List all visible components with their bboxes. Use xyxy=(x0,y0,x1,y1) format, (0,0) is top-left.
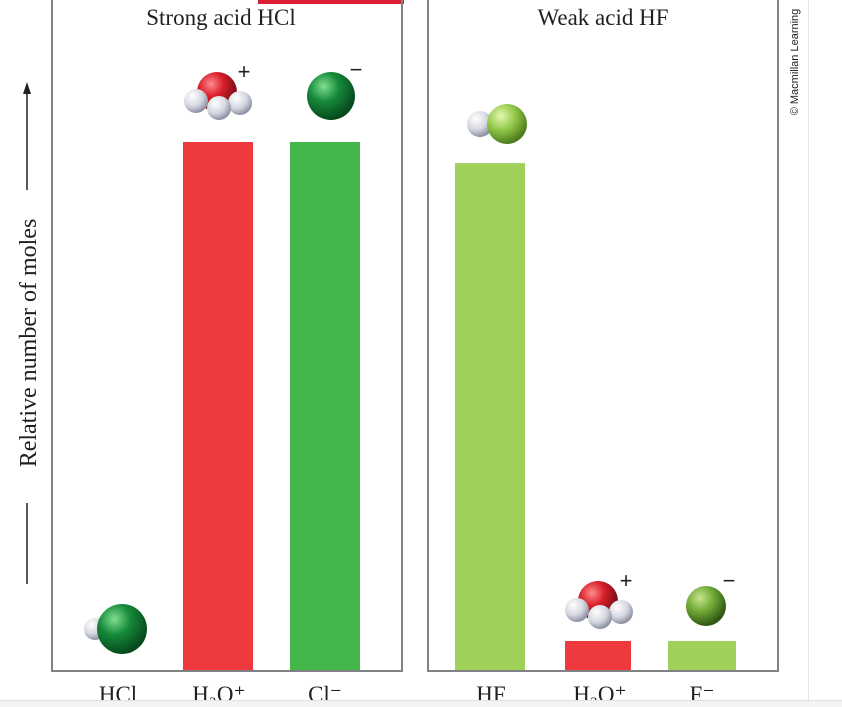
chloride-ion-icon xyxy=(307,72,355,120)
y-axis-arrow xyxy=(23,82,31,584)
bar-h3o xyxy=(565,640,631,670)
negative-charge-label: − xyxy=(723,568,736,593)
hcl-molecule-icon xyxy=(84,604,147,654)
y-axis-label: Relative number of moles xyxy=(16,219,42,468)
credit-text: © Macmillan Learning xyxy=(789,9,801,116)
bar-f xyxy=(668,640,736,670)
hf-molecule-icon xyxy=(467,104,527,144)
bar-cl xyxy=(290,142,360,670)
left-panel-title: Strong acid HCl xyxy=(146,5,296,30)
right-panel-frame xyxy=(427,0,779,672)
bottom-scroll-strip xyxy=(0,700,842,707)
bar-hf xyxy=(455,163,525,670)
hydronium-ion-icon xyxy=(565,581,633,629)
positive-charge-label: + xyxy=(238,59,251,84)
left-panel-frame xyxy=(51,0,403,672)
top-accent-line xyxy=(258,0,404,4)
hydronium-ion-icon xyxy=(184,72,252,120)
bar-h3o xyxy=(183,142,253,670)
fluoride-ion-icon xyxy=(686,586,726,626)
positive-charge-label: + xyxy=(620,568,633,593)
bars-group xyxy=(183,142,736,670)
right-panel-title: Weak acid HF xyxy=(538,5,669,30)
page-edge-divider xyxy=(808,0,809,700)
negative-charge-label: − xyxy=(350,57,363,82)
